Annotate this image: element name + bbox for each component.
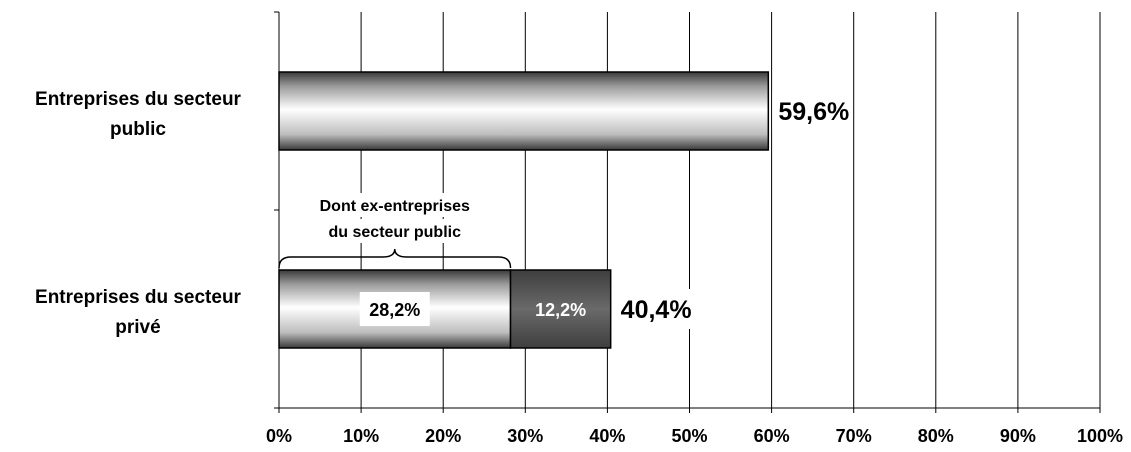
x-tick-label: 100%: [1077, 426, 1123, 446]
x-tick-label: 20%: [425, 426, 461, 446]
category-label: Entreprises du secteur: [35, 287, 242, 308]
total-value-label: 59,6%: [778, 98, 849, 126]
annotation-label: Dont ex-entreprises: [320, 198, 470, 215]
category-label: public: [110, 119, 166, 140]
x-tick-label: 90%: [1000, 426, 1036, 446]
segment-value-label: 12,2%: [535, 300, 586, 320]
segment-label-box: [359, 292, 430, 326]
x-tick-label: 80%: [918, 426, 954, 446]
annotation-label-box: [289, 219, 500, 243]
annotation-label: du secteur public: [329, 224, 462, 241]
x-tick-label: 40%: [589, 426, 625, 446]
total-label-box: [772, 91, 853, 131]
x-tick-label: 0%: [266, 426, 292, 446]
total-label-box: [614, 289, 695, 329]
category-label: Entreprises du secteur: [35, 89, 242, 110]
segment-value-label: 28,2%: [369, 300, 420, 320]
bar-segment: [509, 269, 612, 349]
x-tick-label: 60%: [754, 426, 790, 446]
x-tick-label: 30%: [507, 426, 543, 446]
annotation-brace: [278, 248, 512, 269]
annotation-label-box: [289, 193, 500, 217]
total-value-label: 40,4%: [621, 296, 692, 324]
bar-segment: [278, 71, 770, 151]
x-tick-label: 10%: [343, 426, 379, 446]
x-tick-label: 50%: [671, 426, 707, 446]
x-tick-label: 70%: [836, 426, 872, 446]
category-label: privé: [115, 317, 160, 338]
